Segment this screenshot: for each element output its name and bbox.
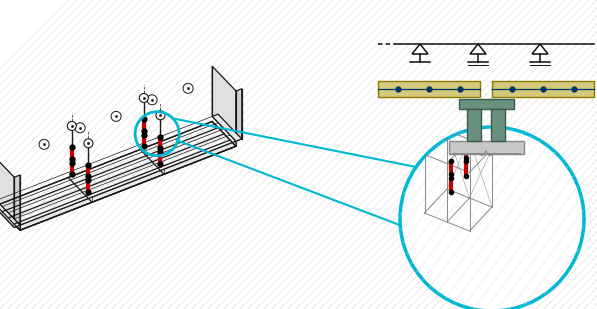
Circle shape: [400, 127, 584, 309]
Circle shape: [39, 139, 49, 149]
Bar: [467, 109, 481, 141]
Bar: [458, 99, 513, 109]
Polygon shape: [213, 66, 236, 141]
Circle shape: [139, 93, 148, 103]
Bar: [378, 81, 480, 97]
Circle shape: [183, 83, 193, 93]
Circle shape: [75, 123, 85, 133]
Polygon shape: [213, 114, 242, 141]
Polygon shape: [412, 44, 428, 54]
FancyBboxPatch shape: [0, 0, 375, 309]
Bar: [492, 81, 594, 97]
Polygon shape: [14, 175, 20, 227]
Bar: [449, 141, 524, 154]
Circle shape: [111, 111, 121, 121]
Polygon shape: [236, 89, 242, 141]
Polygon shape: [20, 141, 236, 230]
Polygon shape: [0, 201, 20, 230]
Circle shape: [67, 121, 76, 130]
Circle shape: [147, 95, 157, 105]
Polygon shape: [0, 201, 20, 227]
Bar: [491, 109, 505, 141]
Polygon shape: [532, 44, 548, 54]
Polygon shape: [0, 152, 14, 227]
Circle shape: [156, 111, 165, 120]
Circle shape: [84, 139, 93, 148]
Polygon shape: [470, 44, 486, 54]
